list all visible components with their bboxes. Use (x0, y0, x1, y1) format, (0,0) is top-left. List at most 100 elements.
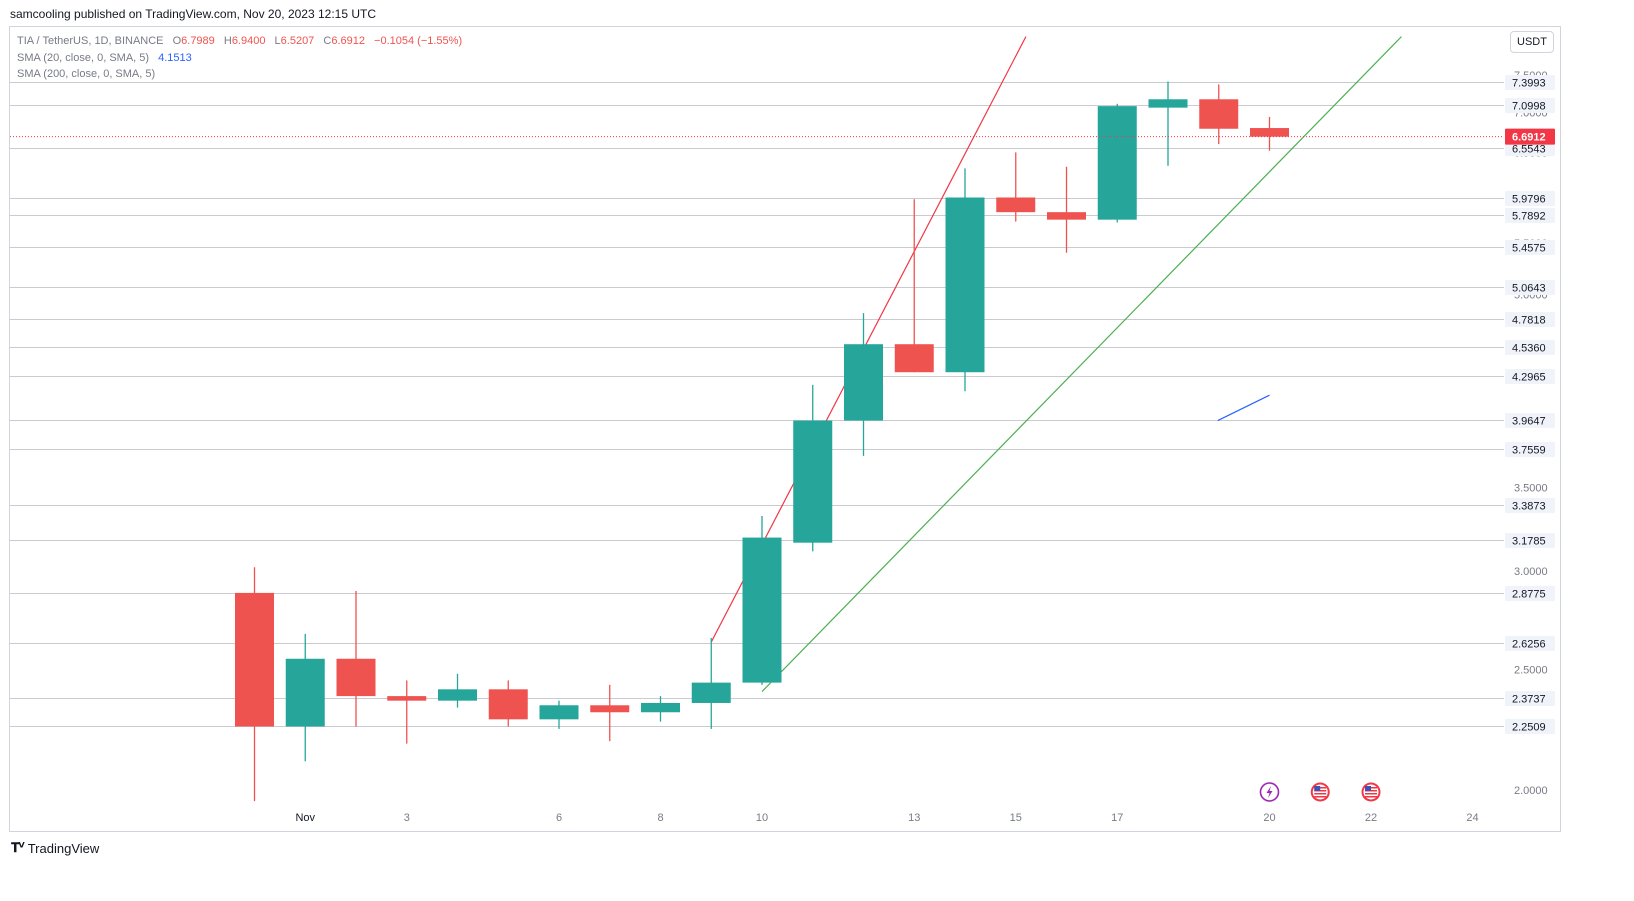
y-tick-label: 3.0000 (1514, 566, 1548, 578)
event-icons (1259, 782, 1381, 802)
legend-change: −0.1054 (−1.55%) (374, 35, 463, 47)
level-label-bg (1505, 312, 1555, 327)
y-tick-label: 2.0000 (1514, 785, 1548, 797)
candle-body (641, 702, 680, 713)
candle (235, 567, 274, 802)
level-label-bg (1505, 442, 1555, 457)
level-label: 3.3873 (1512, 501, 1546, 513)
level-label-bg (1505, 240, 1555, 255)
candle (742, 515, 782, 685)
candle-body (691, 682, 731, 703)
candle (336, 591, 376, 727)
level-label-bg (1505, 191, 1555, 206)
us-flag-icon (1310, 782, 1330, 802)
legend-h-label: H (223, 35, 232, 47)
level-label-bg (1505, 98, 1555, 113)
green-trendline (761, 36, 1402, 692)
tradingview-branding: 𝐓ⱽ TradingView (11, 840, 99, 856)
level-label: 5.0643 (1512, 283, 1546, 295)
flag-canton (1365, 786, 1371, 791)
candle (488, 680, 528, 727)
flag-stripe (1365, 793, 1377, 795)
level-label-bg (1505, 208, 1555, 223)
candle-body (844, 344, 883, 421)
level-label-bg (1505, 75, 1555, 90)
legend-high: 6.9400 (231, 35, 266, 47)
candle (1250, 116, 1289, 151)
flag-canton (1314, 786, 1321, 791)
candle (691, 637, 731, 729)
level-label: 5.9796 (1512, 194, 1546, 206)
candle-body (1148, 99, 1188, 108)
level-label: 5.7892 (1512, 211, 1546, 223)
candle-body (235, 592, 274, 727)
level-label: 4.2965 (1512, 372, 1546, 384)
level-label: 3.9647 (1512, 416, 1546, 428)
lightning-bolt (1266, 786, 1273, 798)
level-label-bg (1505, 498, 1555, 513)
y-tick-label: 3.5000 (1514, 482, 1548, 494)
legend-sma200-row[interactable]: SMA (200, close, 0, SMA, 5) (17, 66, 462, 83)
sma20-line (1217, 394, 1270, 422)
candle-body (336, 658, 376, 697)
candle-body (438, 689, 477, 701)
x-tick-label: 3 (404, 812, 410, 824)
legend-open: 6.7989 (181, 35, 215, 47)
current-price-label: 6.6912 (1512, 132, 1546, 144)
level-label: 3.1785 (1512, 536, 1546, 548)
level-label: 7.3993 (1512, 78, 1546, 90)
legend-close: 6.6912 (331, 35, 365, 47)
legend-sma20-row[interactable]: SMA (20, close, 0, SMA, 5) 4.1513 (17, 50, 462, 67)
candle-body (285, 658, 325, 727)
x-tick-label: 17 (1111, 812, 1123, 824)
legend-low: 6.5207 (280, 35, 315, 47)
legend-symbol[interactable]: TIA / TetherUS, 1D, BINANCE (17, 35, 164, 47)
level-label: 6.5543 (1512, 144, 1546, 156)
x-axis: Nov 3 6 8 10 13 15 17 20 22 24 (295, 812, 1478, 824)
candle-body (1097, 106, 1137, 220)
level-label: 3.7559 (1512, 445, 1546, 457)
level-label: 4.7818 (1512, 315, 1546, 327)
level-label: 4.5360 (1512, 343, 1546, 355)
flag-stripe (1365, 796, 1377, 798)
price-labels: 7.3993 7.0998 6.5543 5.9796 5.7892 5.4575 5.06… (10, 75, 1555, 734)
candle (894, 199, 934, 373)
legend-sma20-label: SMA (20, close, 0, SMA, 5) (17, 51, 150, 64)
x-tick-label: 10 (756, 812, 768, 824)
candle-body (793, 420, 833, 543)
branding-text: TradingView (27, 840, 100, 856)
level-label-bg (1505, 586, 1555, 601)
candle-body (894, 344, 934, 373)
x-tick-label: 8 (657, 812, 663, 824)
candle-body (387, 696, 427, 701)
sma-line (1217, 394, 1270, 422)
lightning-icon (1259, 782, 1280, 802)
us-flag-icon (1361, 782, 1381, 802)
level-label: 2.8775 (1512, 589, 1546, 601)
candle-body (590, 705, 630, 713)
candle (1097, 103, 1137, 223)
candle (387, 680, 427, 744)
candle-body (742, 537, 782, 683)
candle (1148, 81, 1188, 166)
level-label-bg (1505, 719, 1555, 734)
y-axis-ticks: 7.50007.00006.50005.50005.00003.50003.00… (1514, 70, 1548, 797)
currency-button[interactable]: USDT (1510, 31, 1554, 53)
candle-body (945, 197, 985, 373)
legend-sma200-label: SMA (200, close, 0, SMA, 5) (17, 68, 156, 80)
level-label: 5.4575 (1512, 243, 1546, 255)
candlesticks (235, 81, 1289, 802)
candle (1047, 166, 1086, 253)
y-tick-label: 2.5000 (1514, 664, 1548, 676)
candle-body (1047, 212, 1086, 220)
level-label: 7.0998 (1512, 101, 1546, 113)
legend-c-label: C (323, 35, 332, 47)
flag-stripe (1314, 796, 1327, 798)
level-label: 2.3737 (1512, 694, 1546, 706)
level-label-bg (1505, 369, 1555, 384)
candle (945, 168, 985, 392)
x-tick-label: 13 (908, 812, 920, 824)
legend-o-label: O (172, 35, 182, 47)
x-tick-label: 20 (1263, 812, 1275, 824)
